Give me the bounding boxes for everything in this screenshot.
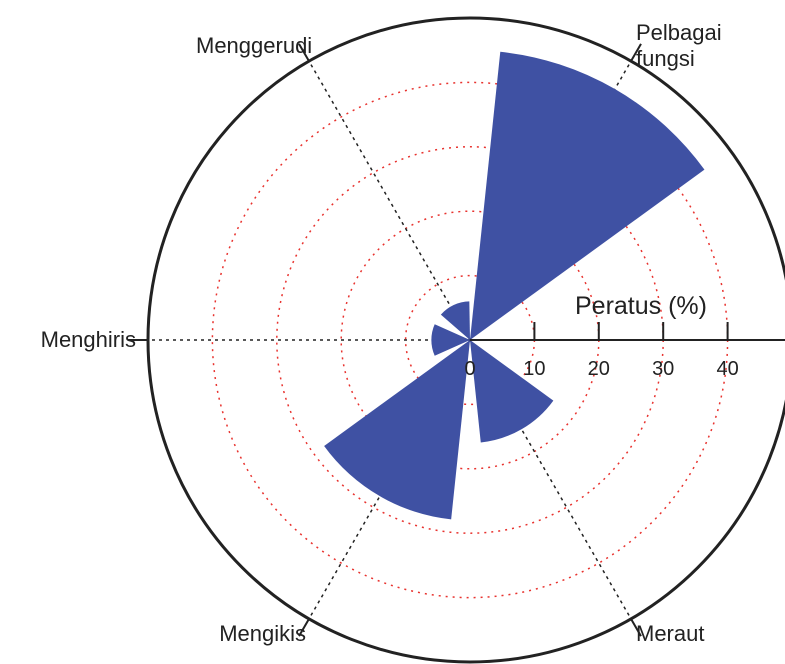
category-label: Mengikis [219, 621, 306, 647]
category-label: Menggerudi [196, 32, 313, 58]
radial-tick-label: 30 [652, 358, 674, 380]
radial-tick-label: 10 [523, 358, 545, 380]
category-label: Meraut [636, 621, 705, 647]
category-axis-tick [630, 43, 642, 62]
outer-circle [146, 16, 785, 664]
category-axis [469, 339, 632, 620]
category-label: Pelbagai fungsi [636, 19, 722, 71]
category-axis-tick [630, 618, 642, 637]
category-axis [308, 60, 471, 341]
radial-axis-title: Peratus (%) [575, 292, 707, 320]
wedge [470, 51, 705, 340]
wedge [470, 340, 554, 443]
category-axis-tick [298, 618, 310, 637]
radial-tick-label: 0 [464, 358, 475, 380]
wedge [440, 301, 470, 340]
wedge [324, 340, 470, 520]
wedge [431, 324, 470, 356]
radial-tick-label: 20 [588, 358, 610, 380]
radial-tick-label: 40 [716, 358, 738, 380]
category-label: Menghiris [40, 327, 136, 352]
category-axis-tick [298, 43, 310, 62]
